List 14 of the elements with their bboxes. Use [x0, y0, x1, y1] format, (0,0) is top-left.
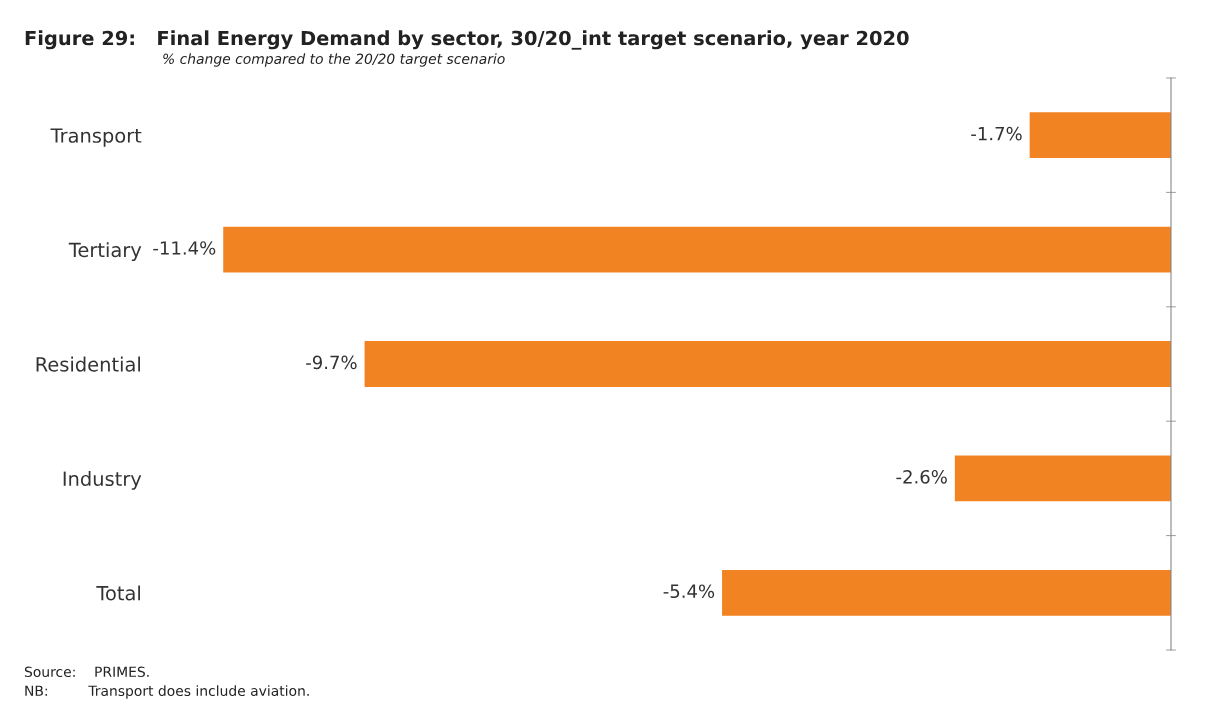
data-label: -1.7%: [971, 126, 1022, 141]
chart-title: Figure 29: Final Energy Demand by sector, 30/20_int target scenario, year 2020: [25, 30, 909, 50]
y-tick-label: Residential: [36, 356, 140, 372]
chart-subtitle: % change compared to the 20/20 target scenario: [163, 53, 505, 67]
text: NB: Transport does include aviation.: [25, 685, 309, 699]
source-note: Source: PRIMES.: [24, 666, 149, 678]
y-tick-label: Transport: [50, 128, 142, 147]
data-label: -11.4%: [153, 241, 216, 255]
data-label: -9.7%: [306, 355, 357, 370]
y-tick-label: Tertiary: [68, 242, 142, 262]
data-label: -2.6%: [896, 469, 947, 484]
y-tick-label: Total: [96, 585, 140, 601]
y-tick-label: Industry: [63, 471, 142, 490]
data-label: -5.4%: [663, 584, 715, 599]
